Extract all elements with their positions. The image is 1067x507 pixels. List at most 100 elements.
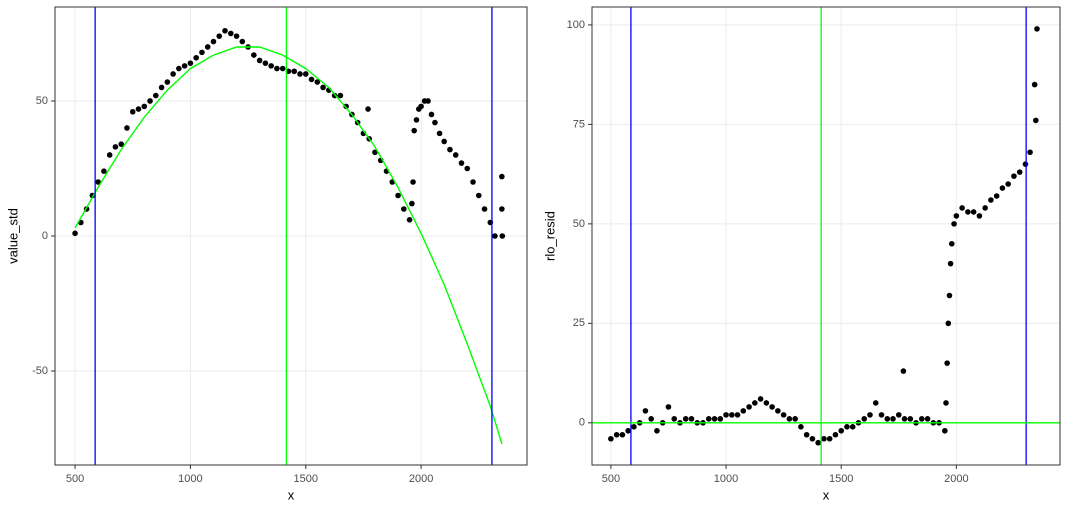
point	[499, 233, 506, 239]
point	[849, 424, 856, 430]
point	[798, 424, 804, 430]
point	[786, 416, 793, 422]
point	[832, 431, 839, 438]
point	[976, 213, 983, 219]
point	[1031, 81, 1038, 88]
point	[1022, 161, 1029, 167]
point	[838, 427, 845, 434]
point	[688, 416, 695, 422]
point	[642, 408, 649, 414]
point	[993, 193, 1000, 199]
point	[723, 412, 729, 418]
point	[227, 30, 234, 37]
x-tick-label: 500	[602, 473, 620, 485]
point	[769, 404, 775, 410]
point	[970, 209, 977, 215]
x-tick-label: 1000	[178, 473, 202, 485]
x-axis-title: x	[288, 487, 295, 502]
point	[135, 106, 142, 112]
point	[262, 60, 269, 66]
y-axis-title: rlo_resid	[542, 211, 557, 261]
panel-border	[54, 6, 528, 466]
y-axis-title: value_std	[5, 208, 20, 264]
x-tick-label: 1500	[829, 473, 853, 485]
point	[406, 216, 413, 223]
point	[988, 197, 994, 203]
point	[682, 416, 689, 422]
point	[314, 79, 321, 85]
point	[464, 165, 471, 172]
point	[308, 76, 315, 83]
point	[153, 92, 159, 99]
point	[395, 192, 401, 199]
y-tick-label: 100	[567, 19, 585, 31]
point	[124, 125, 130, 131]
point	[613, 431, 620, 438]
y-tick-label: 0	[579, 417, 585, 429]
point	[631, 424, 637, 430]
point	[826, 435, 833, 442]
point	[752, 400, 758, 406]
point	[187, 60, 194, 66]
point	[118, 141, 125, 147]
point	[763, 400, 770, 406]
point	[436, 130, 443, 137]
point	[1027, 149, 1033, 156]
point	[337, 92, 344, 99]
point	[141, 103, 148, 110]
point	[101, 168, 107, 174]
point	[129, 108, 136, 115]
point	[943, 400, 949, 406]
point	[942, 427, 948, 434]
y-tick-label: 75	[573, 118, 585, 130]
point	[729, 412, 735, 418]
point	[410, 179, 416, 185]
point	[705, 416, 712, 422]
point	[447, 146, 453, 153]
x-tick-label: 2000	[409, 473, 433, 485]
point	[365, 106, 371, 112]
point	[757, 396, 764, 402]
point	[746, 404, 752, 410]
x-tick-label: 1500	[294, 473, 318, 485]
point	[1033, 117, 1039, 124]
point	[233, 33, 240, 39]
point	[239, 38, 246, 45]
point	[216, 33, 223, 39]
point	[965, 209, 971, 215]
point	[181, 63, 188, 69]
point	[944, 360, 950, 366]
point	[665, 404, 672, 410]
x-tick-label: 500	[66, 473, 84, 485]
point	[792, 416, 798, 422]
point	[982, 205, 988, 211]
point	[251, 52, 257, 58]
y-tick-label: 50	[36, 95, 48, 107]
point	[907, 416, 914, 422]
point	[372, 149, 378, 156]
point	[158, 84, 165, 91]
point	[106, 152, 113, 158]
point	[945, 320, 952, 327]
point	[176, 65, 182, 72]
point	[475, 192, 482, 199]
point	[222, 27, 228, 34]
point	[809, 435, 816, 442]
point	[844, 424, 850, 430]
point	[711, 416, 718, 422]
point	[210, 38, 217, 45]
point	[72, 230, 78, 237]
point	[320, 84, 326, 91]
point	[458, 160, 465, 166]
point	[95, 179, 101, 185]
point	[199, 49, 205, 56]
point	[878, 412, 885, 418]
point	[648, 416, 654, 422]
point	[499, 206, 505, 212]
point	[884, 416, 891, 422]
point	[428, 111, 435, 118]
x-tick-label: 1000	[714, 473, 738, 485]
point	[951, 221, 957, 227]
point	[654, 427, 660, 434]
